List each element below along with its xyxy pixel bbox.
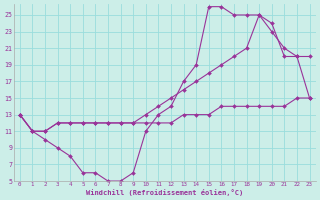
X-axis label: Windchill (Refroidissement éolien,°C): Windchill (Refroidissement éolien,°C) bbox=[86, 189, 243, 196]
